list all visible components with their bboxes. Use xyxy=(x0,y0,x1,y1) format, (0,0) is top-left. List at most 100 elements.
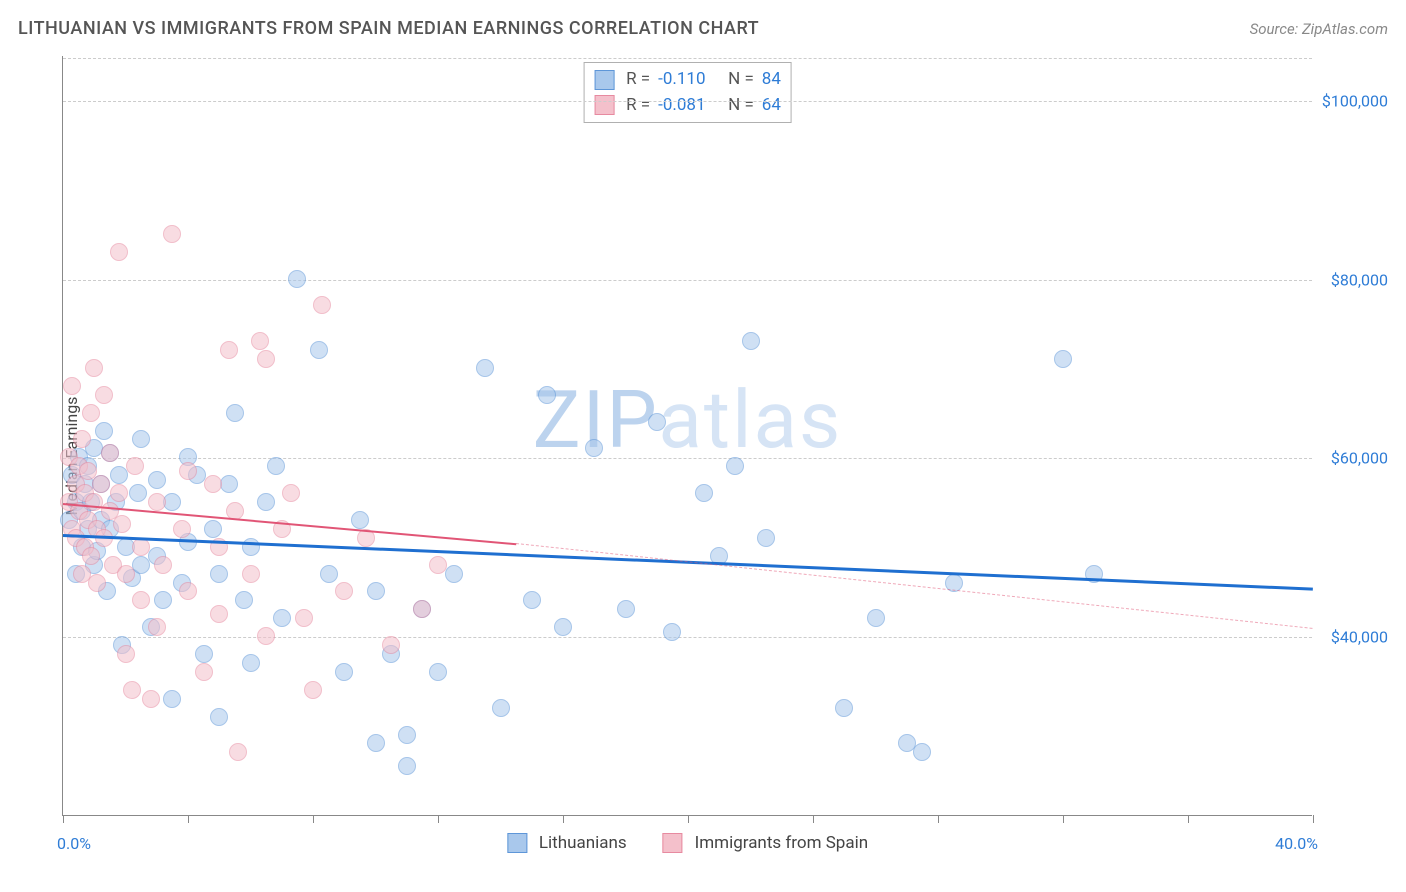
data-point xyxy=(92,475,110,493)
data-point xyxy=(242,654,260,672)
data-point xyxy=(163,690,181,708)
legend-item: Lithuanians xyxy=(507,833,627,853)
data-point xyxy=(110,243,128,261)
data-point xyxy=(82,547,100,565)
data-point xyxy=(304,681,322,699)
data-point xyxy=(229,743,247,761)
data-point xyxy=(413,600,431,618)
data-point xyxy=(295,609,313,627)
data-point xyxy=(554,618,572,636)
data-point xyxy=(648,413,666,431)
data-point xyxy=(220,475,238,493)
stat-n-value: 64 xyxy=(762,93,781,119)
data-point xyxy=(257,350,275,368)
stat-n-value: 84 xyxy=(762,67,781,93)
legend-swatch xyxy=(507,833,527,853)
data-point xyxy=(195,663,213,681)
data-point xyxy=(695,484,713,502)
x-tick xyxy=(188,815,189,823)
data-point xyxy=(179,462,197,480)
data-point xyxy=(63,377,81,395)
data-point xyxy=(163,493,181,511)
data-point xyxy=(95,386,113,404)
stats-row: R =-0.081N =64 xyxy=(594,93,781,119)
data-point xyxy=(757,529,775,547)
data-point xyxy=(367,734,385,752)
data-point xyxy=(267,457,285,475)
data-point xyxy=(726,457,744,475)
x-axis-min-label: 0.0% xyxy=(57,834,91,853)
data-point xyxy=(179,582,197,600)
x-tick xyxy=(1063,815,1064,823)
source-attribution: Source: ZipAtlas.com xyxy=(1250,20,1388,38)
x-tick xyxy=(938,815,939,823)
data-point xyxy=(242,565,260,583)
data-point xyxy=(210,565,228,583)
data-point xyxy=(398,726,416,744)
data-point xyxy=(142,690,160,708)
data-point xyxy=(282,484,300,502)
data-point xyxy=(382,636,400,654)
correlation-stats-box: R = -0.110 N = 84R = -0.081 N = 64 xyxy=(583,62,792,123)
data-point xyxy=(148,618,166,636)
gridline-h xyxy=(63,58,1312,59)
data-point xyxy=(113,515,131,533)
data-point xyxy=(204,475,222,493)
data-point xyxy=(257,493,275,511)
data-point xyxy=(129,484,147,502)
data-point xyxy=(101,444,119,462)
data-point xyxy=(251,332,269,350)
data-point xyxy=(1054,350,1072,368)
watermark-part2: atlas xyxy=(658,373,842,467)
data-point xyxy=(117,565,135,583)
data-point xyxy=(110,484,128,502)
stat-r-value: -0.110 xyxy=(658,67,720,93)
data-point xyxy=(538,386,556,404)
data-point xyxy=(132,591,150,609)
data-point xyxy=(257,627,275,645)
plot-area: ZIPatlas R =-0.110N =84R =-0.081N =64 Li… xyxy=(62,56,1312,816)
data-point xyxy=(195,645,213,663)
chart-container: Median Earnings ZIPatlas R =-0.110N =84R… xyxy=(18,56,1388,856)
data-point xyxy=(95,422,113,440)
data-point xyxy=(132,538,150,556)
data-point xyxy=(273,609,291,627)
data-point xyxy=(73,430,91,448)
x-tick xyxy=(1313,815,1314,823)
trend-line-extrapolated xyxy=(516,543,1313,629)
stat-n-label: N = xyxy=(728,93,754,119)
data-point xyxy=(88,574,106,592)
legend-label: Immigrants from Spain xyxy=(695,833,868,853)
data-point xyxy=(163,225,181,243)
data-point xyxy=(226,404,244,422)
x-tick xyxy=(313,815,314,823)
stats-row: R = -0.110 N = 84 xyxy=(594,67,781,93)
x-axis-max-label: 40.0% xyxy=(1275,834,1318,853)
gridline-h xyxy=(63,458,1312,459)
data-point xyxy=(85,359,103,377)
data-point xyxy=(335,663,353,681)
data-point xyxy=(220,341,238,359)
data-point xyxy=(913,743,931,761)
x-tick xyxy=(813,815,814,823)
data-point xyxy=(523,591,541,609)
data-point xyxy=(154,591,172,609)
data-point xyxy=(126,457,144,475)
legend-swatch xyxy=(663,833,683,853)
stat-r-label: R = xyxy=(626,67,650,93)
data-point xyxy=(867,609,885,627)
data-point xyxy=(313,296,331,314)
data-point xyxy=(398,757,416,775)
data-point xyxy=(492,699,510,717)
data-point xyxy=(445,565,463,583)
series-legend: Lithuanians Immigrants from Spain xyxy=(507,833,868,853)
data-point xyxy=(242,538,260,556)
data-point xyxy=(148,493,166,511)
x-tick xyxy=(1188,815,1189,823)
data-point xyxy=(132,430,150,448)
stat-n-label: N = xyxy=(728,67,754,93)
chart-title: LITHUANIAN VS IMMIGRANTS FROM SPAIN MEDI… xyxy=(18,18,759,39)
y-tick-label: $60,000 xyxy=(1331,449,1388,468)
stat-r-value: -0.081 xyxy=(658,93,720,119)
x-tick xyxy=(63,815,64,823)
